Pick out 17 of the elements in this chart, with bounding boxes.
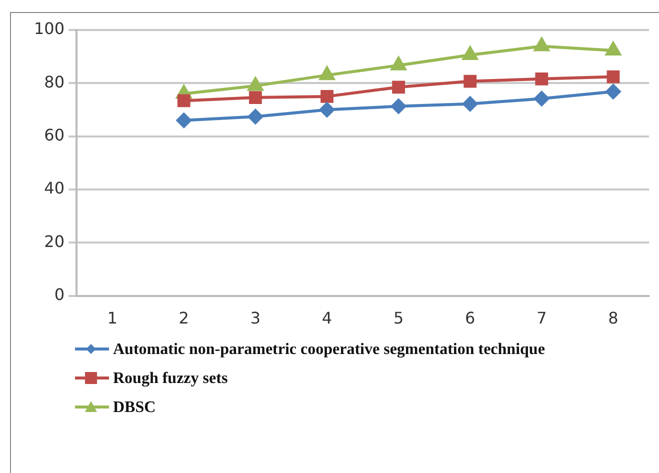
y-tick-label: 20 — [44, 232, 65, 251]
x-tick-label: 6 — [465, 308, 476, 328]
legend-label: Automatic non-parametric cooperative segmentation technique — [113, 340, 545, 359]
y-tick-label: 80 — [44, 72, 65, 92]
y-tick-label: 40 — [44, 178, 65, 198]
y-tick-label: 100 — [34, 19, 65, 38]
x-tick-label: 7 — [536, 308, 547, 328]
legend-label: DBSC — [113, 398, 156, 417]
y-tick-label: 60 — [44, 125, 65, 144]
x-tick-label: 5 — [393, 308, 404, 328]
x-tick-label: 4 — [322, 308, 332, 328]
x-tick-label: 1 — [107, 308, 118, 328]
x-tick-label: 8 — [608, 308, 618, 328]
x-tick-label: 2 — [178, 308, 189, 328]
legend-label: Rough fuzzy sets — [113, 369, 228, 388]
x-tick-label: 3 — [250, 308, 261, 328]
y-tick-label: 0 — [54, 284, 65, 304]
